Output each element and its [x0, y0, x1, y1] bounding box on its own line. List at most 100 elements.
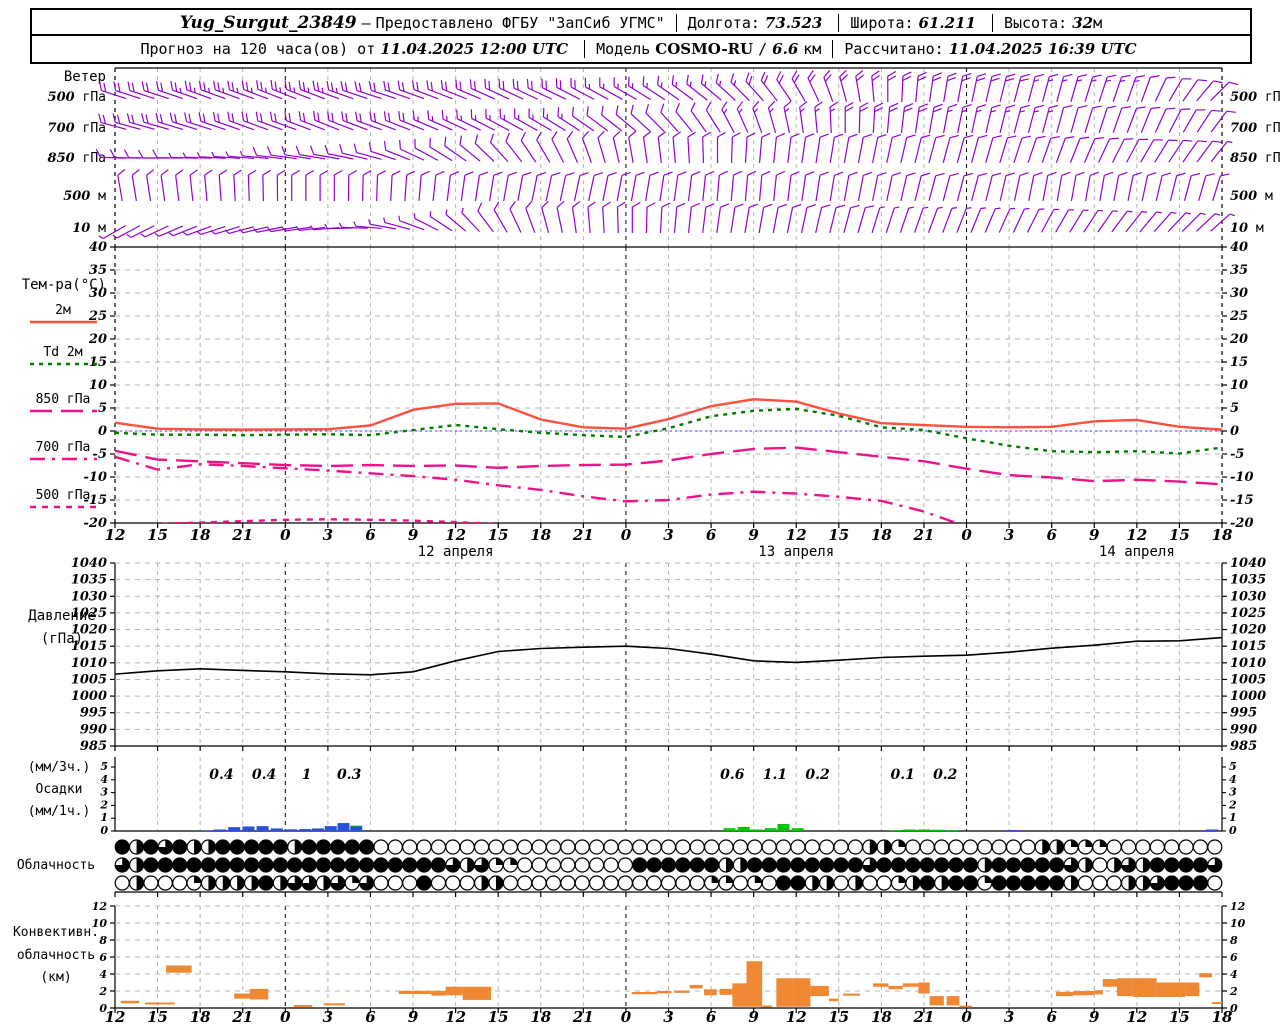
svg-text:8: 8 [1230, 934, 1238, 947]
svg-text:30: 30 [1230, 286, 1248, 301]
svg-text:3: 3 [100, 786, 108, 799]
model-resolution: 6.6 [772, 40, 799, 58]
svg-text:9: 9 [408, 526, 419, 544]
svg-text:1025: 1025 [71, 606, 107, 621]
svg-text:15: 15 [828, 526, 849, 544]
pressure-panel-unit: (гПа) [40, 631, 84, 647]
svg-text:0: 0 [621, 526, 632, 544]
svg-text:21: 21 [231, 526, 253, 544]
svg-text:-5: -5 [1230, 447, 1244, 462]
svg-text:12: 12 [445, 1008, 466, 1024]
svg-text:1005: 1005 [1230, 672, 1266, 687]
svg-text:5: 5 [98, 401, 107, 416]
wind-level-label-700hpa-left: 700 гПа [47, 121, 106, 136]
wind-panel-title: Ветер [63, 69, 106, 85]
svg-text:1020: 1020 [1230, 623, 1266, 638]
header-forecast-row: Прогноз на 120 часа(ов) от 11.04.2025 12… [30, 34, 1252, 64]
svg-text:35: 35 [89, 263, 107, 278]
svg-text:985: 985 [1230, 739, 1257, 754]
svg-text:4: 4 [1229, 773, 1237, 786]
svg-text:18: 18 [871, 1008, 892, 1024]
wind-level-label-500m-left: 500 м [63, 189, 106, 204]
wind-level-label-500m-right: 500 м [1230, 189, 1273, 204]
svg-text:1.1: 1.1 [763, 767, 787, 783]
svg-text:10: 10 [92, 917, 108, 930]
precip-panel-title: Осадки [35, 782, 83, 797]
svg-text:2: 2 [1229, 985, 1238, 998]
altitude-unit: м [1093, 14, 1103, 32]
calc-datetime: 11.04.2025 16:39 UTC [948, 40, 1137, 58]
svg-text:0: 0 [961, 526, 972, 544]
wind-level-label-700hpa-right: 700 гПа [1230, 121, 1280, 136]
svg-text:9: 9 [1089, 1008, 1100, 1024]
header-divider [675, 14, 677, 32]
longitude-value: 73.523 [764, 14, 823, 32]
longitude-label: Долгота: [687, 14, 760, 32]
svg-text:1040: 1040 [1230, 556, 1266, 571]
svg-text:1010: 1010 [1230, 656, 1266, 671]
svg-text:0.2: 0.2 [933, 767, 958, 783]
svg-text:20: 20 [88, 332, 107, 347]
svg-text:1035: 1035 [71, 573, 107, 588]
svg-text:10: 10 [89, 378, 107, 393]
latitude-value: 61.211 [918, 14, 976, 32]
svg-text:990: 990 [1230, 722, 1257, 737]
svg-text:18: 18 [871, 526, 892, 544]
svg-text:9: 9 [748, 526, 759, 544]
convective-panel-title-2: облачность [16, 948, 96, 963]
svg-text:15: 15 [1169, 1008, 1190, 1024]
altitude-label: Высота: [1003, 14, 1068, 32]
svg-text:6: 6 [365, 1008, 376, 1024]
svg-text:-15: -15 [84, 493, 108, 508]
svg-text:12: 12 [92, 900, 108, 913]
svg-text:1040: 1040 [71, 556, 107, 571]
svg-text:18: 18 [1212, 526, 1233, 544]
svg-text:25: 25 [88, 309, 107, 324]
svg-text:12: 12 [105, 1008, 126, 1024]
model-label: Модель [596, 40, 651, 58]
svg-text:12: 12 [105, 526, 126, 544]
svg-text:35: 35 [1230, 263, 1248, 278]
svg-text:2: 2 [1228, 798, 1237, 811]
header-divider [838, 14, 840, 32]
latitude-label: Широта: [850, 14, 914, 32]
svg-text:0.3: 0.3 [337, 767, 362, 783]
svg-text:-20: -20 [1230, 516, 1254, 531]
header-divider [832, 40, 834, 58]
svg-text:6: 6 [706, 1008, 717, 1024]
svg-text:6: 6 [365, 526, 376, 544]
svg-text:985: 985 [80, 739, 107, 754]
svg-text:40: 40 [1230, 240, 1248, 255]
svg-text:12: 12 [786, 526, 807, 544]
svg-text:18: 18 [190, 1008, 211, 1024]
svg-text:21: 21 [572, 526, 594, 544]
svg-text:6: 6 [1046, 526, 1057, 544]
svg-text:0: 0 [961, 1008, 972, 1024]
svg-text:18: 18 [530, 1008, 551, 1024]
header-divider [991, 14, 993, 32]
model-name: COSMO-RU [655, 40, 754, 58]
svg-text:6: 6 [706, 526, 717, 544]
svg-text:12: 12 [445, 526, 466, 544]
svg-text:25: 25 [1229, 309, 1248, 324]
svg-text:0: 0 [280, 1008, 291, 1024]
svg-text:3: 3 [323, 1008, 333, 1024]
svg-text:8: 8 [99, 934, 107, 947]
convective-panel-title-1: Конвективн. [12, 925, 100, 940]
svg-text:1000: 1000 [1230, 689, 1266, 704]
legend-label-td2m: Td 2м [43, 345, 83, 360]
svg-text:3: 3 [1004, 1008, 1014, 1024]
svg-text:1035: 1035 [1230, 573, 1266, 588]
wind-level-label-10m-left: 10 м [72, 221, 106, 236]
svg-text:0: 0 [100, 824, 108, 837]
svg-text:995: 995 [80, 706, 107, 721]
legend-label-t2m: 2м [55, 303, 71, 318]
svg-text:0: 0 [621, 1008, 632, 1024]
precip-unit-1h-label: (мм/1ч.) [27, 804, 91, 819]
svg-text:18: 18 [190, 526, 211, 544]
svg-text:10: 10 [1230, 917, 1246, 930]
svg-text:4: 4 [1230, 968, 1238, 981]
forecast-prefix: Прогноз на 120 часа(ов) от [140, 40, 376, 58]
